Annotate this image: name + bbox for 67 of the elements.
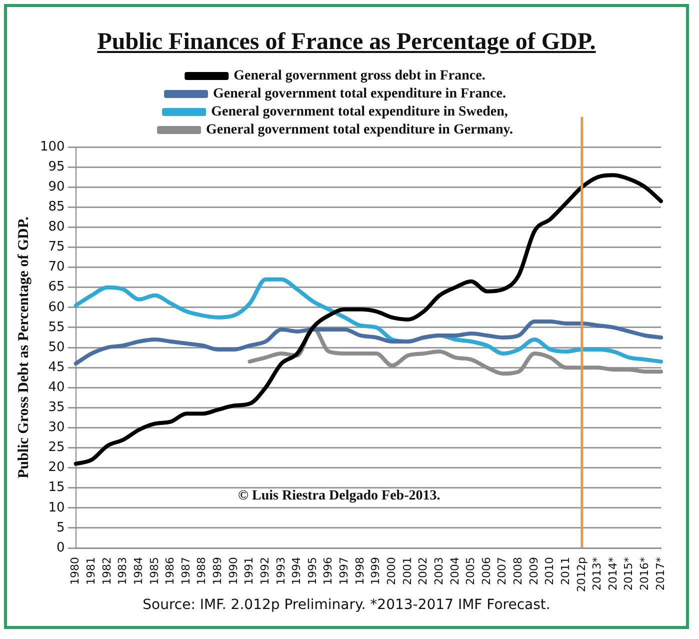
y-tick-label: 35 xyxy=(48,400,65,416)
x-tick-label: 2016* xyxy=(638,556,652,591)
x-tick-label: 2004 xyxy=(448,557,462,586)
x-tick-label: 1981 xyxy=(84,557,98,586)
x-tick-label: 1985 xyxy=(148,557,161,586)
x-tick-label: 1983 xyxy=(116,557,130,586)
y-tick-label: 50 xyxy=(48,340,65,355)
x-tick-label: 2017* xyxy=(654,556,667,591)
x-tick-label: 2013* xyxy=(590,556,604,591)
y-tick-label: 55 xyxy=(48,320,65,335)
y-tick-label: 45 xyxy=(48,360,65,375)
chart-title: Public Finances of France as Percentage of GDP. xyxy=(96,29,597,56)
x-tick-label: 1993 xyxy=(274,557,288,586)
y-tick-label: 100 xyxy=(40,139,65,154)
legend-label: General government total expenditure in France. xyxy=(213,86,506,102)
y-tick-label: 15 xyxy=(48,480,65,496)
y-tick-label: 75 xyxy=(48,240,65,255)
y-tick-label: 5 xyxy=(56,520,65,536)
y-tick-label: 0 xyxy=(56,540,65,556)
y-tick-label: 85 xyxy=(48,200,65,215)
y-tick-label: 25 xyxy=(48,440,65,456)
y-tick-label: 30 xyxy=(48,420,65,436)
x-tick-label: 2008 xyxy=(512,557,525,586)
y-tick-label: 80 xyxy=(48,220,65,235)
x-tick-label: 2009 xyxy=(527,557,540,586)
x-tick-label: 2003 xyxy=(432,557,446,586)
x-tick-label: 1996 xyxy=(322,557,335,586)
x-tick-label: 2007 xyxy=(496,557,509,586)
annotation: © Luis Riestra Delgado Feb-2013. xyxy=(238,488,440,504)
x-tick-label: 2011 xyxy=(558,557,572,586)
y-tick-label: 40 xyxy=(48,380,65,395)
x-tick-label: 2000 xyxy=(384,557,398,586)
x-tick-label: 1988 xyxy=(195,557,208,586)
x-tick-label: 1986 xyxy=(164,557,177,586)
x-tick-label: 1984 xyxy=(132,557,145,586)
x-tick-label: 1995 xyxy=(306,557,319,586)
x-tick-label: 2005 xyxy=(464,557,478,586)
x-tick-label: 1980 xyxy=(68,557,82,586)
y-tick-label: 90 xyxy=(48,179,65,194)
x-tick-label: 2002 xyxy=(416,557,430,586)
x-tick-label: 2006 xyxy=(480,557,493,586)
x-tick-label: 1990 xyxy=(226,557,240,586)
y-tick-label: 20 xyxy=(48,460,65,476)
x-tick-label: 2015* xyxy=(622,556,636,591)
x-tick-label: 2001 xyxy=(400,557,414,586)
x-tick-label: 1999 xyxy=(369,557,382,586)
x-tick-label: 2014* xyxy=(606,556,620,591)
x-tick-label: 1998 xyxy=(353,557,366,586)
y-tick-label: 95 xyxy=(48,159,65,174)
y-axis-title: Public Gross Debt as Percentage of GDP. xyxy=(16,216,32,478)
source-note: Source: IMF. 2.012p Preliminary. *2013-2017 IMF Forecast. xyxy=(142,597,552,613)
x-tick-label: 1992 xyxy=(258,557,272,586)
legend-label: General government gross debt in France. xyxy=(234,68,486,84)
x-tick-label: 2010 xyxy=(543,557,556,586)
x-tick-label: 2012p xyxy=(574,557,588,592)
x-tick-label: 1989 xyxy=(211,557,224,586)
y-tick-label: 60 xyxy=(48,300,65,315)
y-tick-label: 65 xyxy=(48,280,65,295)
legend-label: General government total expenditure in Sweden, xyxy=(211,104,508,120)
y-tick-label: 70 xyxy=(48,260,65,275)
x-tick-label: 1987 xyxy=(179,557,192,586)
x-tick-label: 1994 xyxy=(290,557,304,586)
y-tick-label: 10 xyxy=(48,500,65,516)
x-tick-label: 1982 xyxy=(100,557,114,586)
legend-label: General government total expenditure in Germany. xyxy=(206,122,513,138)
x-tick-label: 1991 xyxy=(242,557,256,586)
x-tick-label: 1997 xyxy=(338,557,351,586)
